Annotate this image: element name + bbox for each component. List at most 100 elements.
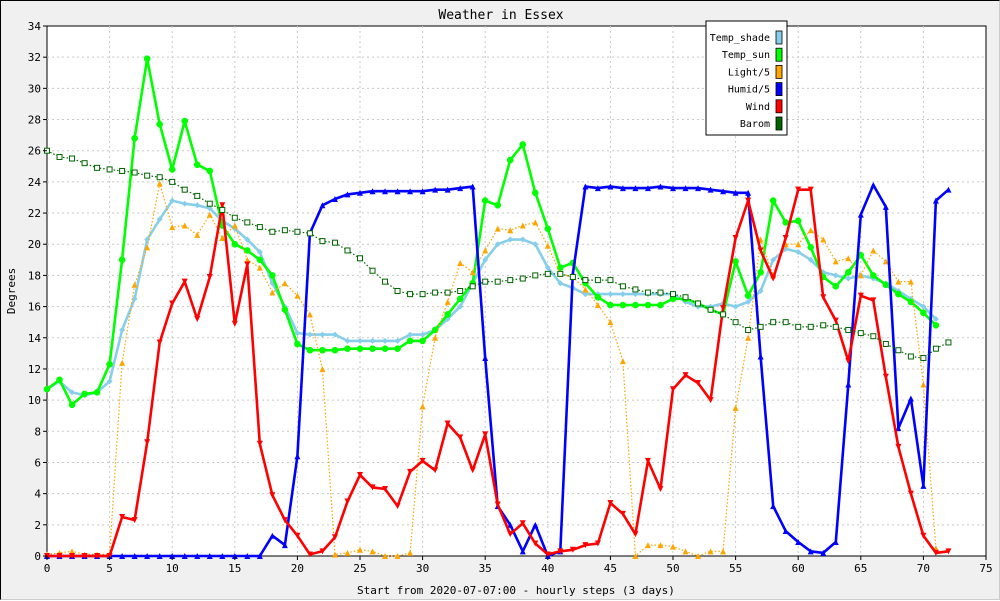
data-point (156, 120, 163, 128)
data-point (394, 337, 401, 344)
data-point (131, 169, 138, 176)
data-point (745, 189, 752, 196)
x-tick-label: 0 (44, 562, 51, 575)
data-point (807, 186, 814, 193)
data-point (795, 186, 802, 193)
y-tick-label: 8 (34, 425, 41, 438)
data-point (269, 272, 276, 279)
data-point (194, 316, 201, 323)
data-point (407, 291, 414, 298)
data-point (206, 273, 213, 280)
data-point (382, 553, 389, 559)
data-point (707, 306, 714, 313)
data-point (519, 520, 526, 527)
data-point (832, 538, 839, 545)
data-point (769, 197, 777, 204)
data-point (219, 553, 226, 559)
data-point (131, 281, 138, 288)
data-point (695, 185, 702, 192)
data-point (507, 521, 514, 528)
data-point (644, 289, 651, 296)
data-point (732, 319, 739, 326)
data-point (795, 538, 802, 545)
data-point (119, 553, 126, 559)
data-point (895, 425, 902, 432)
data-point (695, 300, 702, 307)
data-point (770, 503, 777, 510)
data-point (594, 302, 601, 309)
data-point (619, 358, 626, 365)
data-point (820, 236, 827, 243)
data-point (331, 239, 338, 246)
data-point (344, 345, 351, 352)
data-point (544, 264, 551, 271)
data-point (444, 289, 451, 296)
data-point (319, 548, 326, 555)
data-point (820, 294, 827, 301)
data-point (394, 288, 401, 294)
data-point (857, 330, 864, 337)
data-point (531, 189, 539, 197)
legend-swatch (775, 99, 783, 114)
y-tick-label: 12 (28, 363, 41, 376)
data-point (181, 200, 188, 207)
data-point (932, 321, 940, 329)
data-point (294, 292, 301, 299)
data-point (569, 273, 576, 280)
y-tick-label: 4 (34, 488, 41, 501)
data-point (782, 245, 789, 252)
data-point (519, 222, 526, 229)
data-point (619, 283, 626, 290)
data-point (506, 156, 514, 164)
data-point (106, 166, 113, 173)
data-point (920, 482, 927, 489)
data-point (457, 288, 464, 294)
data-point (344, 191, 351, 198)
data-point (557, 280, 564, 287)
plot-area (46, 25, 987, 557)
data-point (432, 289, 439, 296)
data-point (281, 542, 288, 549)
data-point (106, 378, 113, 385)
data-point (482, 355, 489, 362)
data-point (732, 303, 739, 310)
data-point (256, 249, 263, 256)
data-point (607, 291, 614, 298)
data-point (294, 453, 301, 460)
data-point (281, 517, 288, 524)
data-point (757, 268, 764, 276)
data-point (582, 286, 589, 293)
data-point (419, 457, 426, 464)
series-barom (44, 147, 952, 362)
data-point (532, 540, 539, 547)
y-tick-label: 10 (28, 394, 41, 407)
data-point (244, 256, 251, 263)
y-tick-label: 26 (28, 145, 41, 158)
data-point (720, 311, 727, 318)
data-point (782, 219, 789, 226)
data-point (394, 345, 401, 352)
data-point (169, 178, 176, 185)
data-point (231, 214, 238, 221)
data-point (757, 323, 764, 330)
x-tick-label: 30 (416, 562, 429, 575)
data-point (582, 291, 589, 298)
data-point (707, 548, 714, 555)
data-point (244, 219, 251, 226)
data-point (69, 389, 76, 396)
data-point (256, 256, 264, 264)
data-point (670, 386, 676, 393)
data-point (344, 498, 351, 505)
data-point (519, 548, 526, 555)
data-point (231, 240, 239, 248)
data-point (444, 420, 451, 427)
data-point (481, 197, 489, 204)
data-point (319, 238, 326, 245)
data-point (657, 183, 664, 190)
data-point (907, 298, 915, 306)
data-point (94, 164, 101, 171)
x-tick-label: 45 (604, 562, 617, 575)
data-point (770, 319, 777, 326)
data-point (870, 182, 877, 188)
data-point (907, 353, 914, 360)
